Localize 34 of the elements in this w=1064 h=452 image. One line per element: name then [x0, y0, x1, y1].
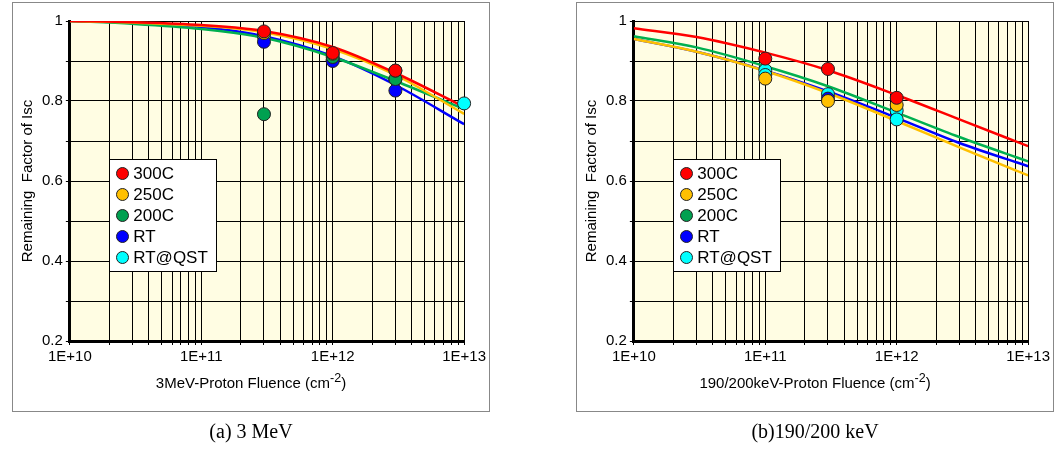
- legend-label: 200C: [696, 204, 739, 226]
- y-tick-label: 0.6: [41, 171, 63, 189]
- legend-label: RT@QST: [132, 246, 208, 268]
- y-tick-label: 0.8: [41, 91, 63, 109]
- legend-label: 250C: [696, 183, 739, 205]
- y-tick-label: 1: [618, 11, 627, 29]
- x-tick-label: 1E+13: [442, 347, 486, 365]
- legend-label: RT@QST: [696, 246, 772, 268]
- y-tick-label: 1: [54, 11, 63, 29]
- y-tick-label: 0.2: [41, 331, 63, 349]
- x-tick-label: 1E+10: [47, 347, 92, 365]
- legend-label: 200C: [132, 204, 175, 226]
- x-tick-label: 1E+12: [874, 347, 919, 365]
- x-tick-label: 1E+13: [1006, 347, 1050, 365]
- y-tick-label: 0.8: [605, 91, 627, 109]
- x-tick-label: 1E+10: [611, 347, 656, 365]
- legend-label: 300C: [696, 162, 739, 184]
- y-axis-title: Remaining Factor of Isc: [18, 99, 36, 263]
- legend-label: 300C: [132, 162, 175, 184]
- legend-label: RT: [132, 225, 157, 247]
- y-tick-label: 0.4: [605, 251, 627, 269]
- x-tick-label: 1E+11: [743, 347, 787, 365]
- y-tick-label: 0.4: [41, 251, 63, 269]
- text: (a) 3 MeV: [208, 420, 294, 443]
- x-tick-label: 1E+12: [310, 347, 355, 365]
- legend-label: 250C: [132, 183, 175, 205]
- x-axis-title: 3MeV-Proton Fluence (cm$^{-2}$): [154, 371, 348, 391]
- x-axis-title: 190/200keV-Proton Fluence (cm$^{-2}$): [698, 371, 932, 391]
- x-tick-label: 1E+11: [179, 347, 223, 365]
- y-axis-title: Remaining Factor of Isc: [582, 99, 600, 263]
- legend-label: RT: [696, 225, 721, 247]
- y-tick-label: 0.6: [605, 171, 627, 189]
- y-tick-label: 0.2: [605, 331, 627, 349]
- text: (b)190/200 keV: [750, 420, 880, 443]
